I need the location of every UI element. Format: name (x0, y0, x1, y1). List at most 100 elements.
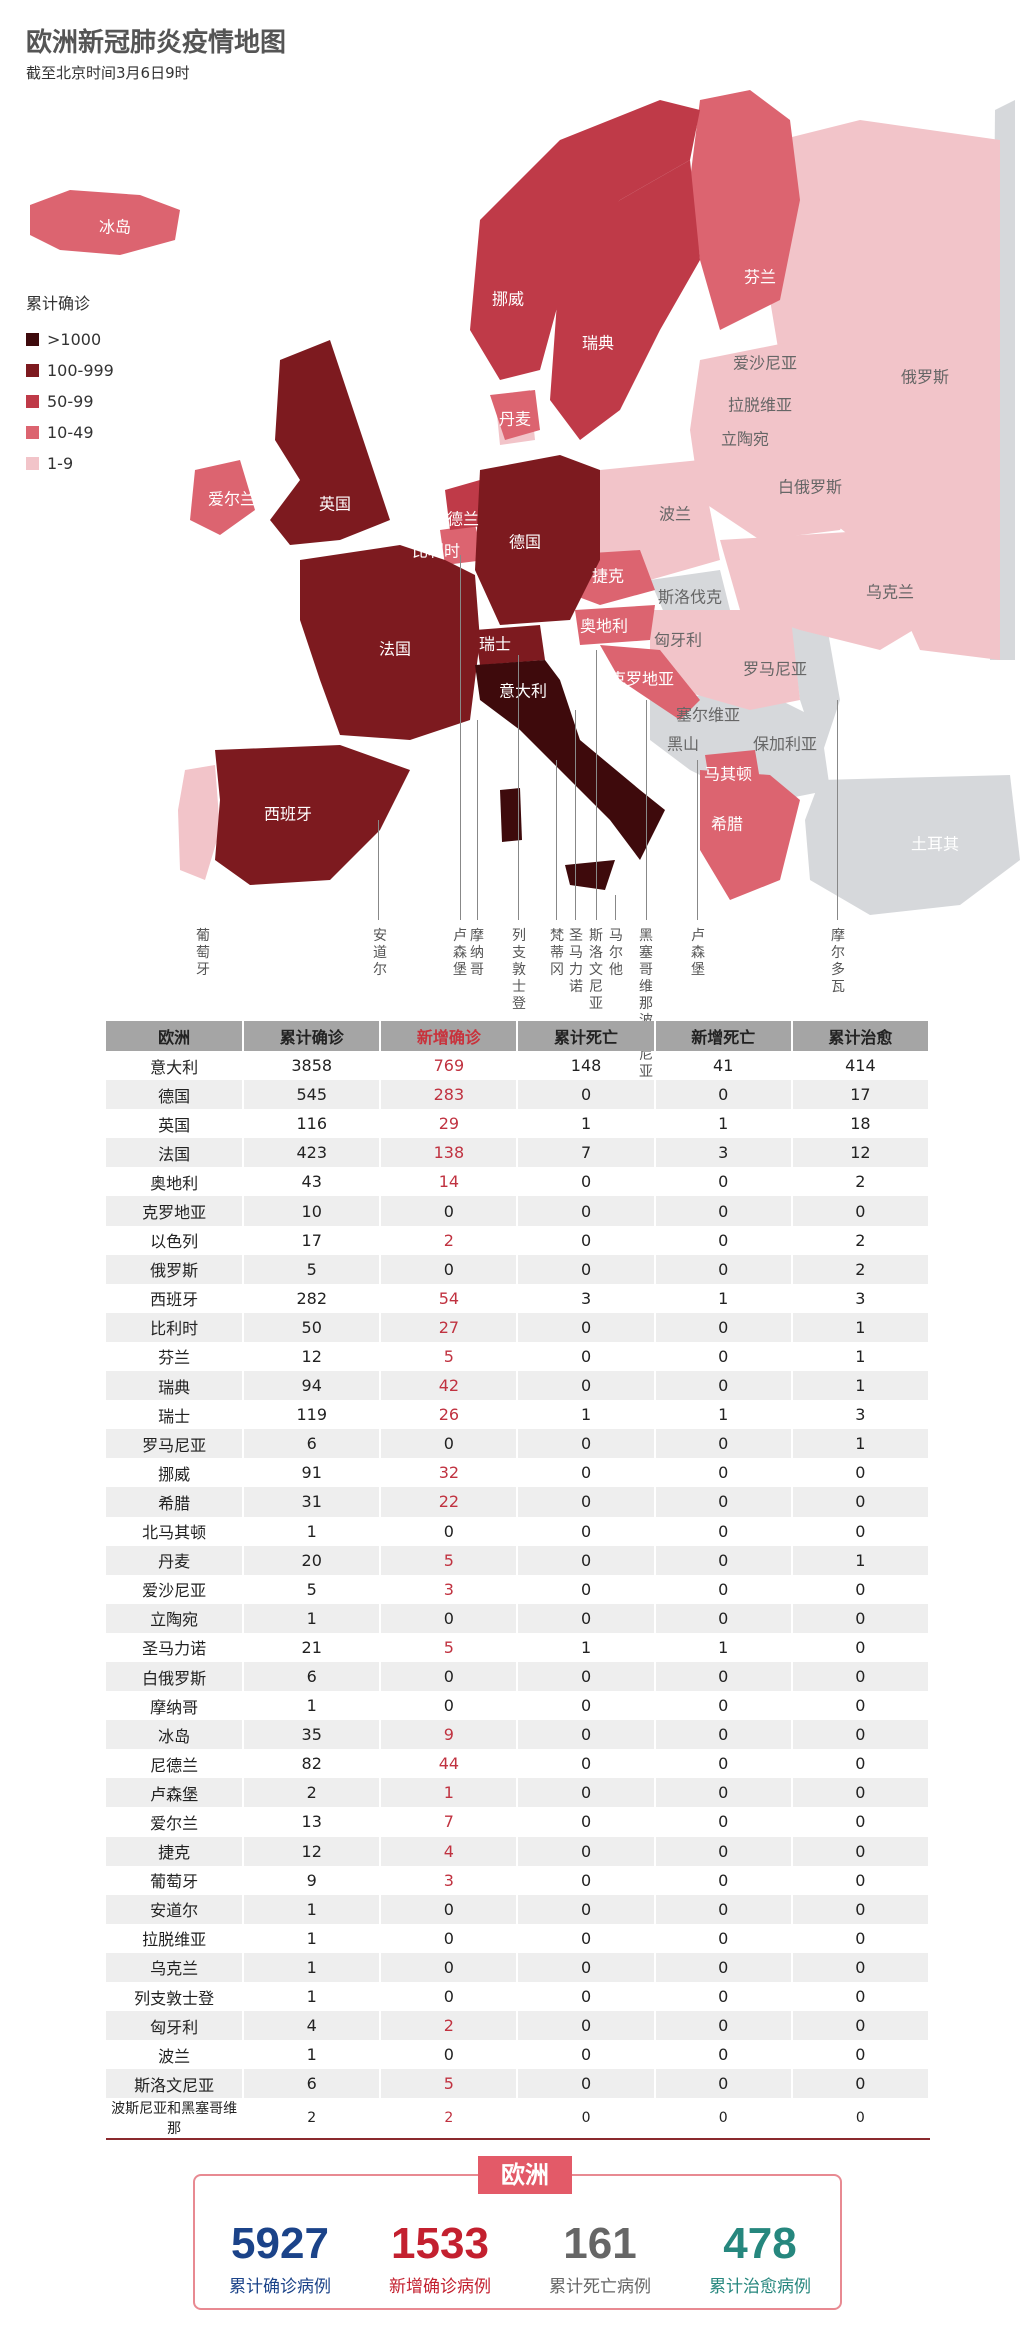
table-cell: 2 (380, 2011, 519, 2041)
table-cell: 6 (243, 1429, 382, 1459)
table-cell: 0 (517, 1807, 656, 1837)
region-switzerland[interactable] (475, 625, 545, 665)
leader-line-moldova (837, 700, 838, 920)
table-cell: 0 (517, 1982, 656, 2012)
table-row: 芬兰 12 5 0 0 1 (106, 1341, 931, 1372)
label-montenegro: 黑山 (667, 735, 699, 754)
table-cell: 摩纳哥 (106, 1691, 245, 1721)
table-cell: 0 (654, 1429, 793, 1459)
region-moldova-strip[interactable] (790, 615, 840, 760)
table-cell: 0 (517, 2069, 656, 2099)
leader-line-vatican (556, 760, 557, 920)
table-cell: 克罗地亚 (106, 1196, 245, 1226)
stat-recovered-value: 478 (723, 2219, 797, 2268)
table-row: 俄罗斯 5 0 0 0 2 (106, 1254, 931, 1284)
label-estonia: 爱沙尼亚 (733, 354, 797, 373)
region-austria[interactable] (575, 605, 655, 645)
table-cell: 94 (243, 1371, 382, 1401)
table-row: 波兰 1 0 0 0 0 (106, 2040, 931, 2070)
region-denmark-main[interactable] (490, 390, 540, 440)
region-sardinia[interactable] (500, 788, 522, 842)
table-cell: 0 (517, 1080, 656, 1110)
legend-swatch (26, 333, 39, 346)
table-cell: 葡萄牙 (106, 1865, 245, 1895)
table-cell: 立陶宛 (106, 1603, 245, 1633)
region-serbia-bulgaria[interactable] (650, 690, 830, 800)
region-sweden[interactable] (550, 160, 700, 440)
table-cell: 爱尔兰 (106, 1807, 245, 1837)
table-cell: 尼德兰 (106, 1749, 245, 1779)
region-russia[interactable] (760, 120, 1000, 660)
table-cell: 1 (654, 1109, 793, 1139)
table-cell: 0 (654, 1720, 793, 1750)
region-croatia[interactable] (600, 645, 700, 720)
table-cell: 0 (654, 1196, 793, 1226)
region-spain[interactable] (215, 745, 410, 885)
table-row: 法国 423 138 7 3 12 (106, 1138, 931, 1168)
region-ireland[interactable] (190, 460, 255, 535)
label-spain: 西班牙 (264, 805, 312, 824)
table-cell: 冰岛 (106, 1720, 245, 1750)
region-greece[interactable] (700, 770, 800, 900)
table-cell: 0 (654, 1836, 793, 1866)
region-iceland[interactable] (30, 190, 180, 255)
table-cell: 1 (517, 1400, 656, 1430)
region-poland[interactable] (600, 460, 720, 580)
stat-total-confirmed: 5927 累计确诊病例 (200, 2219, 360, 2298)
legend-swatch (26, 426, 39, 439)
table-cell: 3858 (243, 1051, 382, 1081)
table-cell: 0 (517, 2011, 656, 2041)
stat-total-confirmed-value: 5927 (231, 2219, 329, 2268)
table-cell: 42 (380, 1371, 519, 1401)
table-cell: 0 (791, 1458, 931, 1488)
label-france: 法国 (379, 640, 411, 659)
legend-title: 累计确诊 (26, 294, 91, 313)
legend-item: 100-999 (26, 355, 114, 386)
table-cell: 0 (791, 1691, 931, 1721)
table-cell: 3 (791, 1283, 931, 1313)
region-baltics-belarus[interactable] (690, 340, 870, 540)
table-row: 尼德兰 82 44 0 0 0 (106, 1749, 931, 1779)
region-france[interactable] (300, 545, 480, 740)
table-cell: 0 (654, 2098, 793, 2139)
region-portugal[interactable] (178, 765, 220, 880)
label-austria: 奥地利 (580, 617, 628, 636)
table-cell: 0 (517, 1894, 656, 1924)
label-russia: 俄罗斯 (901, 368, 949, 387)
table-cell: 5 (380, 1545, 519, 1575)
region-north-macedonia[interactable] (705, 750, 760, 785)
region-slovakia[interactable] (650, 570, 730, 615)
table-row: 捷克 12 4 0 0 0 (106, 1836, 931, 1866)
table-cell: 1 (517, 1632, 656, 1662)
table-cell: 列支敦士登 (106, 1982, 245, 2012)
stat-deaths: 161 累计死亡病例 (520, 2220, 680, 2298)
table-cell: 0 (380, 1923, 519, 1953)
region-italy[interactable] (475, 660, 665, 860)
stat-new-confirmed-label: 新增确诊病例 (389, 2277, 491, 2297)
region-turkey[interactable] (805, 775, 1020, 915)
table-cell: 1 (243, 1923, 382, 1953)
table-row: 乌克兰 1 0 0 0 0 (106, 1952, 931, 1982)
table-cell: 2 (243, 2098, 382, 2139)
table-row: 瑞士 119 26 1 1 3 (106, 1400, 931, 1430)
region-belgium[interactable] (440, 525, 485, 565)
region-finland[interactable] (690, 90, 800, 330)
table-cell: 3 (517, 1283, 656, 1313)
table-cell: 26 (380, 1400, 519, 1430)
table-cell: 3 (791, 1400, 931, 1430)
table-header-cell: 累计死亡 (517, 1021, 656, 1051)
table-cell: 12 (243, 1836, 382, 1866)
table-cell: 2 (791, 1254, 931, 1284)
table-row: 西班牙 282 54 3 1 3 (106, 1283, 931, 1313)
region-sicily[interactable] (565, 860, 615, 890)
legend-label: 1-9 (47, 454, 74, 473)
table-cell: 0 (791, 1982, 931, 2012)
table-cell: 7 (517, 1138, 656, 1168)
leader-line-malta (615, 895, 616, 920)
region-germany[interactable] (475, 455, 600, 625)
table-cell: 1 (791, 1429, 931, 1459)
label-turkey: 土耳其 (911, 835, 959, 854)
europe-map: 冰岛 挪威 瑞典 芬兰 俄罗斯 爱沙尼亚 拉脱维亚 立陶宛 白俄罗斯 丹麦 英国… (30, 90, 1020, 915)
region-uk[interactable] (270, 340, 390, 545)
table-cell: 0 (791, 1865, 931, 1895)
